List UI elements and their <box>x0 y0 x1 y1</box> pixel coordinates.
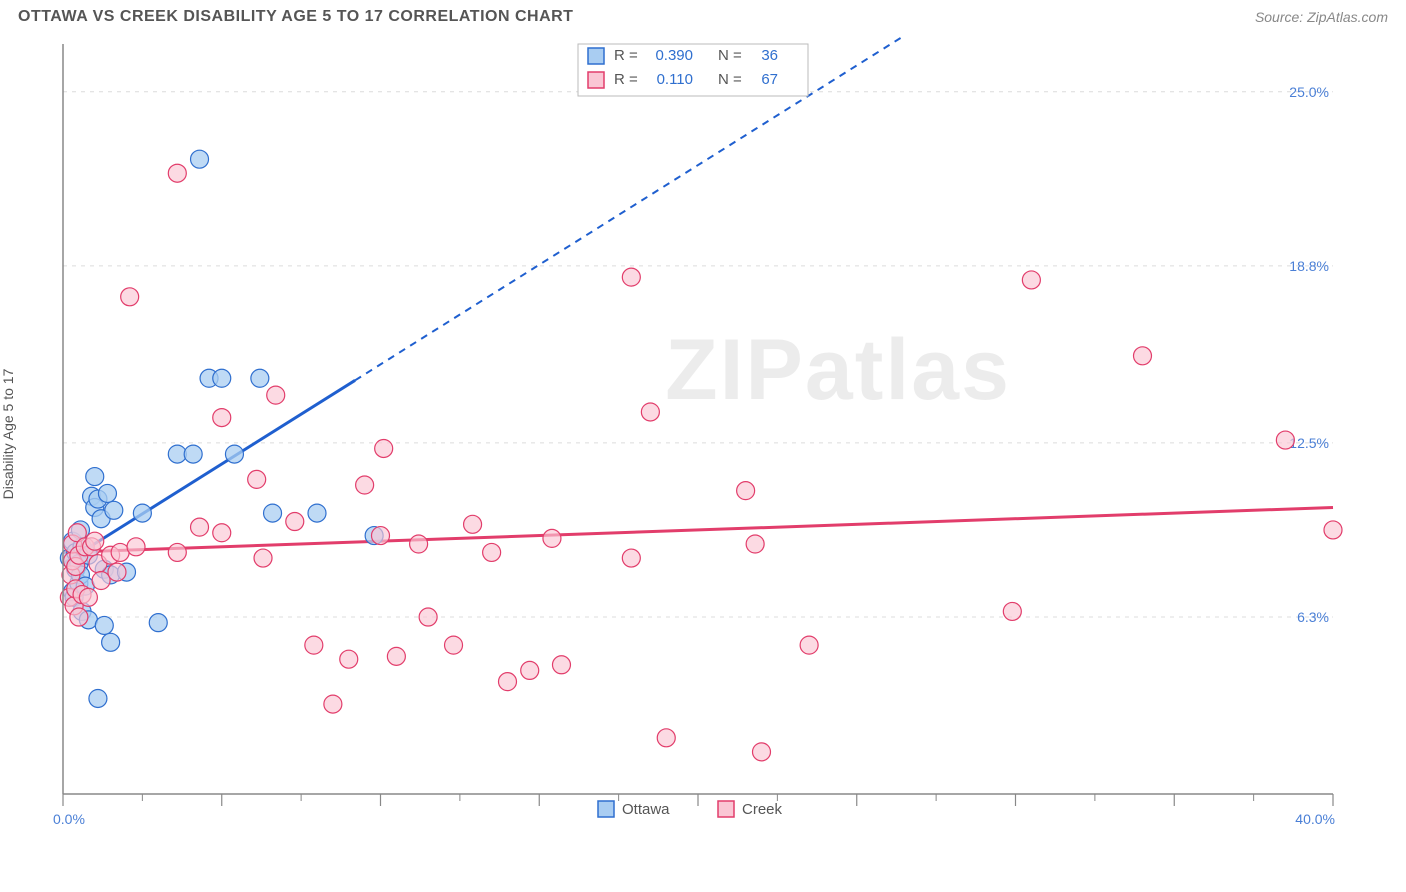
data-point <box>387 647 405 665</box>
legend-swatch <box>588 48 604 64</box>
data-point <box>1022 271 1040 289</box>
data-point <box>324 695 342 713</box>
data-point <box>308 504 326 522</box>
trend-line-ottawa <box>63 380 355 563</box>
data-point <box>521 661 539 679</box>
data-point <box>286 513 304 531</box>
data-point <box>753 743 771 761</box>
data-point <box>248 470 266 488</box>
data-point <box>305 636 323 654</box>
legend-swatch <box>588 72 604 88</box>
data-point <box>641 403 659 421</box>
data-point <box>70 608 88 626</box>
watermark: ZIPatlas <box>665 322 1011 418</box>
chart-area: Disability Age 5 to 17 6.3%12.5%18.8%25.… <box>18 34 1388 834</box>
data-point <box>340 650 358 668</box>
data-point <box>225 445 243 463</box>
scatter-chart: 6.3% 12.5% 18.8% 25.0% ZIPatlas 0.0% 40.0% R = 0… <box>18 34 1348 834</box>
data-point <box>372 527 390 545</box>
legend-series-label: Creek <box>742 801 783 818</box>
data-point <box>95 616 113 634</box>
x-max-label: 40.0% <box>1295 811 1335 827</box>
legend-n-label: N = <box>718 71 742 88</box>
legend-swatch <box>598 801 614 817</box>
legend-series-label: Ottawa <box>622 801 670 818</box>
legend-r-value: 0.390 <box>655 47 693 64</box>
data-point <box>149 614 167 632</box>
data-point <box>1324 521 1342 539</box>
data-point <box>133 504 151 522</box>
y-tick-label: 25.0% <box>1289 84 1329 100</box>
data-point <box>98 484 116 502</box>
data-point <box>464 515 482 533</box>
data-point <box>86 468 104 486</box>
data-point <box>746 535 764 553</box>
data-point <box>737 482 755 500</box>
legend-r-label: R = <box>614 47 638 64</box>
data-point <box>89 689 107 707</box>
data-point <box>356 476 374 494</box>
data-point <box>267 386 285 404</box>
y-axis-label: Disability Age 5 to 17 <box>0 369 16 500</box>
data-point <box>79 588 97 606</box>
data-point <box>127 538 145 556</box>
legend-n-value: 67 <box>761 71 778 88</box>
data-point <box>254 549 272 567</box>
data-point <box>102 633 120 651</box>
data-point <box>622 268 640 286</box>
legend-swatch <box>718 801 734 817</box>
data-point <box>410 535 428 553</box>
data-point <box>622 549 640 567</box>
data-point <box>213 369 231 387</box>
data-point <box>191 150 209 168</box>
chart-title: OTTAWA VS CREEK DISABILITY AGE 5 TO 17 C… <box>18 8 573 26</box>
data-point <box>375 439 393 457</box>
data-point <box>251 369 269 387</box>
data-point <box>168 543 186 561</box>
data-point <box>445 636 463 654</box>
y-tick-label: 12.5% <box>1289 435 1329 451</box>
x-min-label: 0.0% <box>53 811 85 827</box>
data-point <box>92 572 110 590</box>
data-point <box>1134 347 1152 365</box>
data-point <box>543 529 561 547</box>
data-point <box>483 543 501 561</box>
data-point <box>419 608 437 626</box>
legend-r-value: 0.110 <box>657 71 693 88</box>
data-point <box>213 524 231 542</box>
data-point <box>1276 431 1294 449</box>
y-tick-label: 6.3% <box>1297 609 1329 625</box>
data-point <box>121 288 139 306</box>
legend-n-value: 36 <box>761 47 778 64</box>
legend-r-label: R = <box>614 71 638 88</box>
data-point <box>105 501 123 519</box>
data-point <box>168 164 186 182</box>
y-tick-label: 18.8% <box>1289 258 1329 274</box>
data-point <box>184 445 202 463</box>
data-point <box>264 504 282 522</box>
trend-line-creek <box>63 507 1333 552</box>
data-point <box>657 729 675 747</box>
data-point <box>108 563 126 581</box>
data-point <box>800 636 818 654</box>
legend-n-label: N = <box>718 47 742 64</box>
data-point <box>213 409 231 427</box>
data-point <box>191 518 209 536</box>
data-point <box>1003 602 1021 620</box>
data-point <box>552 656 570 674</box>
source-label: Source: ZipAtlas.com <box>1255 9 1388 25</box>
data-point <box>499 673 517 691</box>
data-point <box>86 532 104 550</box>
